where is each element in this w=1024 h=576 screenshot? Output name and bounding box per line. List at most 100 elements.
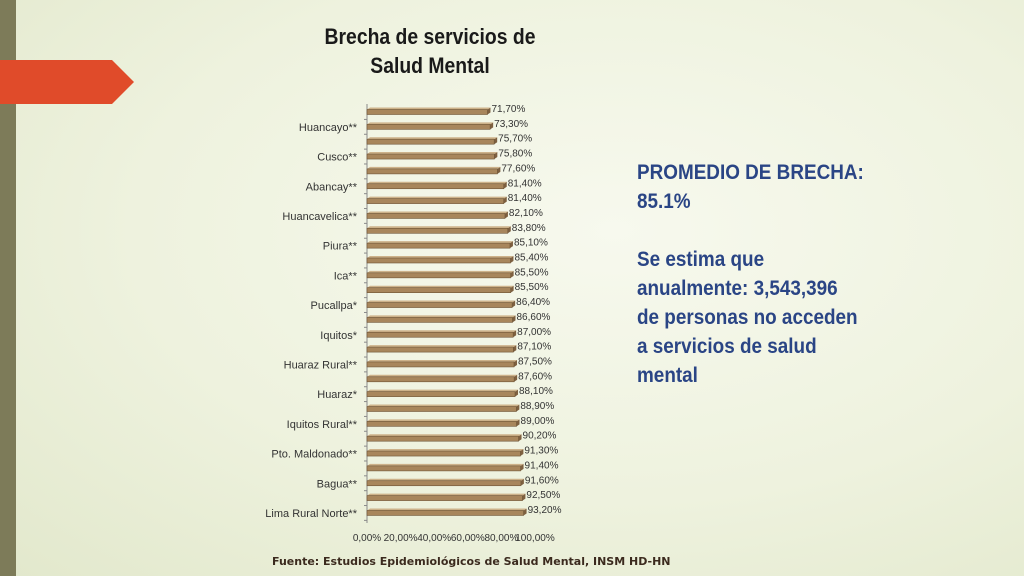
chart-title-line-2: Salud Mental — [370, 53, 490, 78]
bar-19 — [366, 391, 516, 397]
category-label-9: Huaraz* — [317, 389, 357, 401]
bar-top-15 — [367, 330, 517, 333]
bar-top-17 — [367, 359, 517, 362]
x-tick-label-4: 80,00% — [484, 533, 518, 544]
bar-side-21 — [516, 419, 520, 427]
bar-24 — [366, 465, 521, 472]
estimate-line-5: mental — [637, 364, 698, 387]
bar-side-15 — [513, 330, 517, 338]
data-label-22: 90,20% — [523, 431, 557, 442]
bar-17 — [366, 361, 515, 368]
data-label-12: 85,50% — [515, 282, 549, 293]
bar-side-12 — [510, 285, 514, 293]
data-label-7: 82,10% — [509, 208, 543, 219]
bar-top-26 — [367, 493, 526, 496]
x-tick-label-0: 0,00% — [353, 533, 381, 544]
bar-side-9 — [509, 241, 513, 249]
bar-27 — [366, 510, 524, 516]
bar-20 — [366, 406, 517, 412]
bar-side-1 — [490, 122, 494, 130]
data-label-21: 89,00% — [521, 416, 555, 427]
data-label-20: 88,90% — [520, 401, 554, 412]
data-label-5: 81,40% — [508, 178, 542, 189]
bar-21 — [366, 421, 517, 427]
bar-side-25 — [520, 478, 524, 486]
category-label-5: Ica** — [334, 270, 358, 282]
bar-26 — [366, 495, 523, 501]
x-tick-label-3: 60,00% — [451, 533, 485, 544]
category-label-13: Lima Rural Norte** — [265, 508, 357, 520]
category-label-3: Huancavelica** — [282, 211, 357, 223]
data-label-1: 73,30% — [494, 119, 528, 130]
x-tick-label-1: 20,00% — [384, 533, 418, 544]
bar-1 — [366, 124, 491, 130]
category-label-10: Iquitos Rural** — [287, 419, 358, 431]
bar-top-20 — [367, 404, 520, 407]
side-decoration-bar — [0, 0, 16, 576]
bar-side-26 — [522, 493, 526, 501]
bar-10 — [366, 257, 511, 264]
average-gap-value: 85.1% — [637, 190, 691, 213]
bar-side-0 — [487, 107, 491, 115]
bar-15 — [366, 331, 514, 338]
bar-top-14 — [367, 315, 516, 318]
data-label-9: 85,10% — [514, 238, 548, 249]
bar-12 — [366, 287, 511, 294]
chart-title-line-1: Brecha de servicios de — [324, 24, 536, 49]
bar-side-6 — [503, 196, 507, 204]
bar-top-24 — [367, 463, 524, 466]
category-label-1: Cusco** — [317, 152, 357, 164]
bar-8 — [366, 228, 509, 234]
data-label-4: 77,60% — [501, 163, 535, 174]
summary-panel: PROMEDIO DE BRECHA: 85.1% Se estima que … — [637, 158, 889, 390]
bar-top-13 — [367, 300, 516, 303]
data-label-19: 88,10% — [519, 386, 553, 397]
bar-top-18 — [367, 374, 518, 377]
bar-top-27 — [367, 508, 527, 511]
data-label-25: 91,60% — [525, 475, 559, 486]
data-label-14: 86,60% — [516, 312, 550, 323]
bar-top-11 — [367, 270, 514, 273]
bar-14 — [366, 317, 513, 323]
bar-side-19 — [515, 389, 519, 397]
category-label-4: Piura** — [323, 241, 358, 253]
x-tick-label-5: 100,00% — [515, 533, 555, 544]
bar-side-17 — [514, 359, 517, 367]
estimate-line-2: anualmente: 3,543,396 — [637, 277, 838, 300]
bar-top-1 — [367, 122, 494, 125]
bar-top-8 — [367, 226, 511, 229]
bar-22 — [366, 435, 519, 442]
bar-side-14 — [512, 315, 516, 323]
category-label-0: Huancayo** — [299, 122, 358, 134]
category-label-11: Pto. Maldonado** — [271, 449, 357, 461]
bar-top-4 — [367, 166, 501, 169]
bar-16 — [366, 346, 514, 353]
data-label-23: 91,30% — [524, 446, 558, 457]
bar-top-10 — [367, 256, 514, 258]
bar-2 — [366, 138, 495, 145]
bar-side-24 — [520, 463, 524, 471]
bar-side-11 — [510, 270, 514, 278]
bar-top-21 — [367, 419, 520, 422]
bar-side-3 — [494, 152, 498, 160]
data-label-11: 85,50% — [515, 267, 549, 278]
data-label-3: 75,80% — [498, 149, 532, 160]
bar-top-12 — [367, 285, 514, 288]
category-label-7: Iquitos* — [320, 330, 357, 342]
bar-side-27 — [523, 508, 527, 516]
data-label-16: 87,10% — [517, 342, 551, 353]
bar-5 — [366, 183, 505, 190]
bar-4 — [366, 168, 498, 175]
bar-top-9 — [367, 241, 513, 244]
bar-top-19 — [367, 389, 519, 392]
data-label-6: 81,40% — [508, 193, 542, 204]
slide-arrow-icon — [0, 60, 134, 104]
bar-top-5 — [367, 181, 507, 184]
bar-top-6 — [367, 196, 507, 199]
bar-side-7 — [504, 211, 508, 219]
bar-side-5 — [503, 181, 507, 189]
bar-side-23 — [520, 449, 524, 457]
bar-top-2 — [367, 137, 498, 140]
estimate-line-4: a servicios de salud — [637, 335, 817, 358]
